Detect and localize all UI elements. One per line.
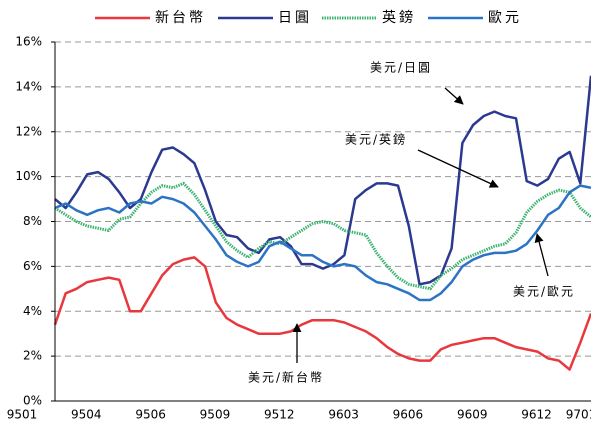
legend-label: 日圓 <box>278 10 312 26</box>
lines <box>53 75 591 371</box>
y-tick-label: 2% <box>23 349 42 363</box>
y-tick-label: 6% <box>23 259 42 273</box>
legend-label: 新台幣 <box>155 10 206 26</box>
x-tick-label: 9609 <box>457 408 488 422</box>
arrow <box>417 149 499 188</box>
y-tick-label: 14% <box>15 79 42 93</box>
series-line <box>54 181 591 291</box>
x-tick-label: 9603 <box>328 408 359 422</box>
x-tick-label: 9506 <box>135 408 166 422</box>
x-tick-label: 9606 <box>393 408 424 422</box>
y-tick-label: 8% <box>23 214 42 228</box>
series-line <box>54 75 591 286</box>
series-line <box>53 256 591 371</box>
y-tick-label: 16% <box>15 35 42 49</box>
x-tick-label: 9512 <box>264 408 295 422</box>
series-line <box>54 184 591 302</box>
annotation: 美元/歐元 <box>513 284 575 299</box>
annotation: 美元/日圓 <box>370 61 432 75</box>
x-tick-label: 9612 <box>521 408 552 422</box>
arrow <box>534 233 549 277</box>
y-tick-label: 0% <box>23 394 42 408</box>
annotation: 美元/英鎊 <box>345 132 407 147</box>
annotation: 美元/新台幣 <box>248 370 324 385</box>
arrow <box>444 87 464 105</box>
y-tick-label: 10% <box>15 169 42 183</box>
x-tick-label: 9501 <box>7 408 38 422</box>
x-tick-label: 9701 <box>566 408 591 422</box>
legend-label: 英鎊 <box>382 9 416 26</box>
y-tick-label: 4% <box>23 304 42 318</box>
x-tick-label: 9509 <box>200 408 231 422</box>
legend-label: 歐元 <box>488 10 522 26</box>
x-tick-label: 9504 <box>71 408 102 422</box>
y-tick-label: 12% <box>15 124 42 138</box>
